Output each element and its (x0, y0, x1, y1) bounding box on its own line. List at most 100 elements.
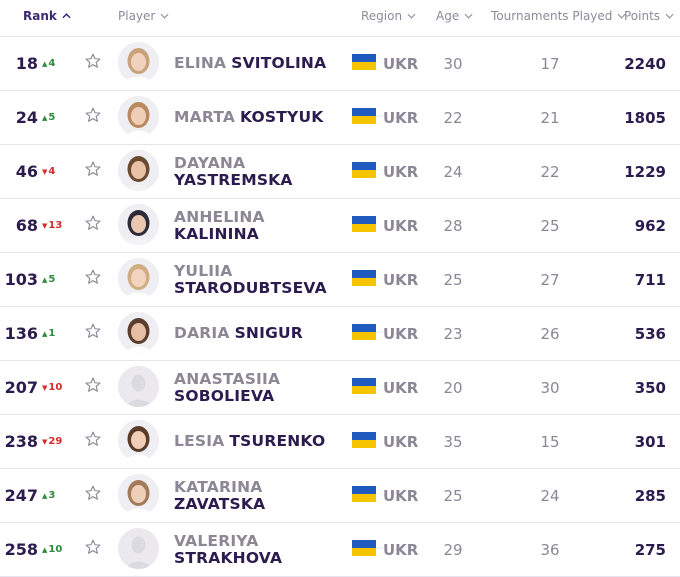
table-row[interactable]: 18 ▲ 4 ELINA SVITOLINA UKR 30 17 2240 (0, 36, 680, 91)
country-code: UKR (383, 432, 419, 451)
country-code: UKR (383, 162, 419, 181)
age-value: 29 (443, 540, 463, 559)
sort-age-header[interactable]: Age (436, 9, 473, 23)
chevron-up-icon (62, 13, 71, 19)
star-icon[interactable] (84, 322, 102, 340)
avatar[interactable] (118, 96, 159, 137)
player-name[interactable]: ELINA SVITOLINA (174, 37, 349, 90)
arrow-up-icon: ▲ (42, 59, 48, 68)
arrow-up-icon: ▲ (42, 275, 48, 284)
avatar[interactable] (118, 474, 159, 515)
table-row[interactable]: 136 ▲ 1 DARIA SNIGUR UKR 23 26 536 (0, 307, 680, 361)
rank-movement: ▲ 4 (42, 37, 55, 90)
rank-movement: ▼ 4 (42, 145, 55, 198)
country-code: UKR (383, 486, 419, 505)
table-row[interactable]: 247 ▲ 3 KATARINA ZAVATSKA UKR 25 24 285 (0, 469, 680, 523)
movement-value: 10 (48, 544, 63, 555)
rank-value: 247 (4, 486, 38, 505)
player-name[interactable]: MARTA KOSTYUK (174, 91, 349, 144)
sort-tournaments-header[interactable]: Tournaments Played (491, 9, 626, 23)
tournaments-value: 25 (540, 216, 560, 235)
arrow-down-icon: ▼ (42, 221, 48, 230)
avatar-placeholder[interactable] (118, 528, 159, 569)
table-row[interactable]: 103 ▲ 5 YULIIA STARODUBTSEVA UKR 25 27 711 (0, 253, 680, 307)
tournaments-value: 26 (540, 324, 560, 343)
sort-player-header[interactable]: Player (118, 9, 169, 23)
avatar[interactable] (118, 312, 159, 353)
star-icon[interactable] (84, 106, 102, 124)
player-last-name: TSURENKO (229, 432, 326, 450)
avatar[interactable] (118, 204, 159, 245)
star-icon[interactable] (84, 52, 102, 70)
avatar[interactable] (118, 42, 159, 83)
movement-value: 13 (48, 220, 63, 231)
star-icon[interactable] (84, 160, 102, 178)
country-code: UKR (383, 54, 419, 73)
rank-value: 238 (4, 432, 38, 451)
movement-value: 4 (48, 166, 56, 177)
player-name[interactable]: KATARINA ZAVATSKA (174, 469, 349, 522)
player-name[interactable]: LESIA TSURENKO (174, 415, 349, 468)
movement-value: 1 (48, 328, 56, 339)
movement-value: 29 (48, 436, 63, 447)
movement-value: 10 (48, 382, 63, 393)
rank-value: 46 (15, 162, 38, 181)
star-icon[interactable] (84, 538, 102, 556)
table-row[interactable]: 68 ▼ 13 ANHELINA KALININA UKR 28 25 962 (0, 199, 680, 253)
avatar[interactable] (118, 258, 159, 299)
table-row[interactable]: 258 ▲ 10 VALERIYA STRAKHOVA UKR 29 36 275 (0, 523, 680, 577)
tournaments-value: 17 (540, 54, 560, 73)
player-first-name: MARTA (174, 108, 236, 126)
ukraine-flag-icon (352, 108, 376, 124)
ukraine-flag-icon (352, 432, 376, 448)
player-first-name: KATARINA (174, 477, 263, 496)
player-name[interactable]: ANASTASIIA SOBOLIEVA (174, 361, 349, 414)
tournaments-header-label: Tournaments Played (491, 9, 613, 23)
avatar[interactable] (118, 150, 159, 191)
star-icon[interactable] (84, 214, 102, 232)
movement-value: 5 (48, 112, 56, 123)
points-value: 711 (634, 270, 666, 289)
player-first-name: VALERIYA (174, 531, 259, 550)
player-name[interactable]: DARIA SNIGUR (174, 307, 349, 360)
arrow-up-icon: ▲ (42, 545, 48, 554)
sort-points-header[interactable]: Points (624, 9, 674, 23)
sort-region-header[interactable]: Region (361, 9, 416, 23)
star-icon[interactable] (84, 268, 102, 286)
table-header: Rank Player Region Age Tournaments Playe… (0, 0, 680, 36)
star-icon[interactable] (84, 484, 102, 502)
tournaments-value: 36 (540, 540, 560, 559)
table-row[interactable]: 238 ▼ 29 LESIA TSURENKO UKR 35 15 301 (0, 415, 680, 469)
avatar[interactable] (118, 420, 159, 461)
arrow-up-icon: ▲ (42, 491, 48, 500)
rank-movement: ▼ 13 (42, 199, 62, 252)
arrow-up-icon: ▲ (42, 113, 48, 122)
player-first-name: DARIA (174, 324, 230, 342)
player-name[interactable]: DAYANA YASTREMSKA (174, 145, 349, 198)
star-icon[interactable] (84, 376, 102, 394)
star-icon[interactable] (84, 430, 102, 448)
sort-rank-header[interactable]: Rank (23, 9, 71, 23)
player-name[interactable]: YULIIA STARODUBTSEVA (174, 253, 349, 306)
player-name[interactable]: VALERIYA STRAKHOVA (174, 523, 349, 576)
age-value: 28 (443, 216, 463, 235)
tournaments-value: 27 (540, 270, 560, 289)
player-first-name: ANHELINA (174, 207, 265, 226)
table-row[interactable]: 46 ▼ 4 DAYANA YASTREMSKA UKR 24 22 1229 (0, 145, 680, 199)
rank-movement: ▲ 10 (42, 523, 62, 576)
rank-movement: ▼ 29 (42, 415, 62, 468)
player-header-label: Player (118, 9, 156, 23)
country-code: UKR (383, 378, 419, 397)
arrow-down-icon: ▼ (42, 167, 48, 176)
player-name[interactable]: ANHELINA KALININA (174, 199, 349, 252)
player-last-name: YASTREMSKA (174, 170, 293, 189)
player-first-name: DAYANA (174, 153, 246, 172)
player-last-name: SNIGUR (234, 324, 303, 342)
table-row[interactable]: 207 ▼ 10 ANASTASIIA SOBOLIEVA UKR 20 30 35… (0, 361, 680, 415)
tournaments-value: 15 (540, 432, 560, 451)
avatar-placeholder[interactable] (118, 366, 159, 407)
table-row[interactable]: 24 ▲ 5 MARTA KOSTYUK UKR 22 21 1805 (0, 91, 680, 145)
movement-value: 5 (48, 274, 56, 285)
chevron-down-icon (665, 13, 674, 19)
